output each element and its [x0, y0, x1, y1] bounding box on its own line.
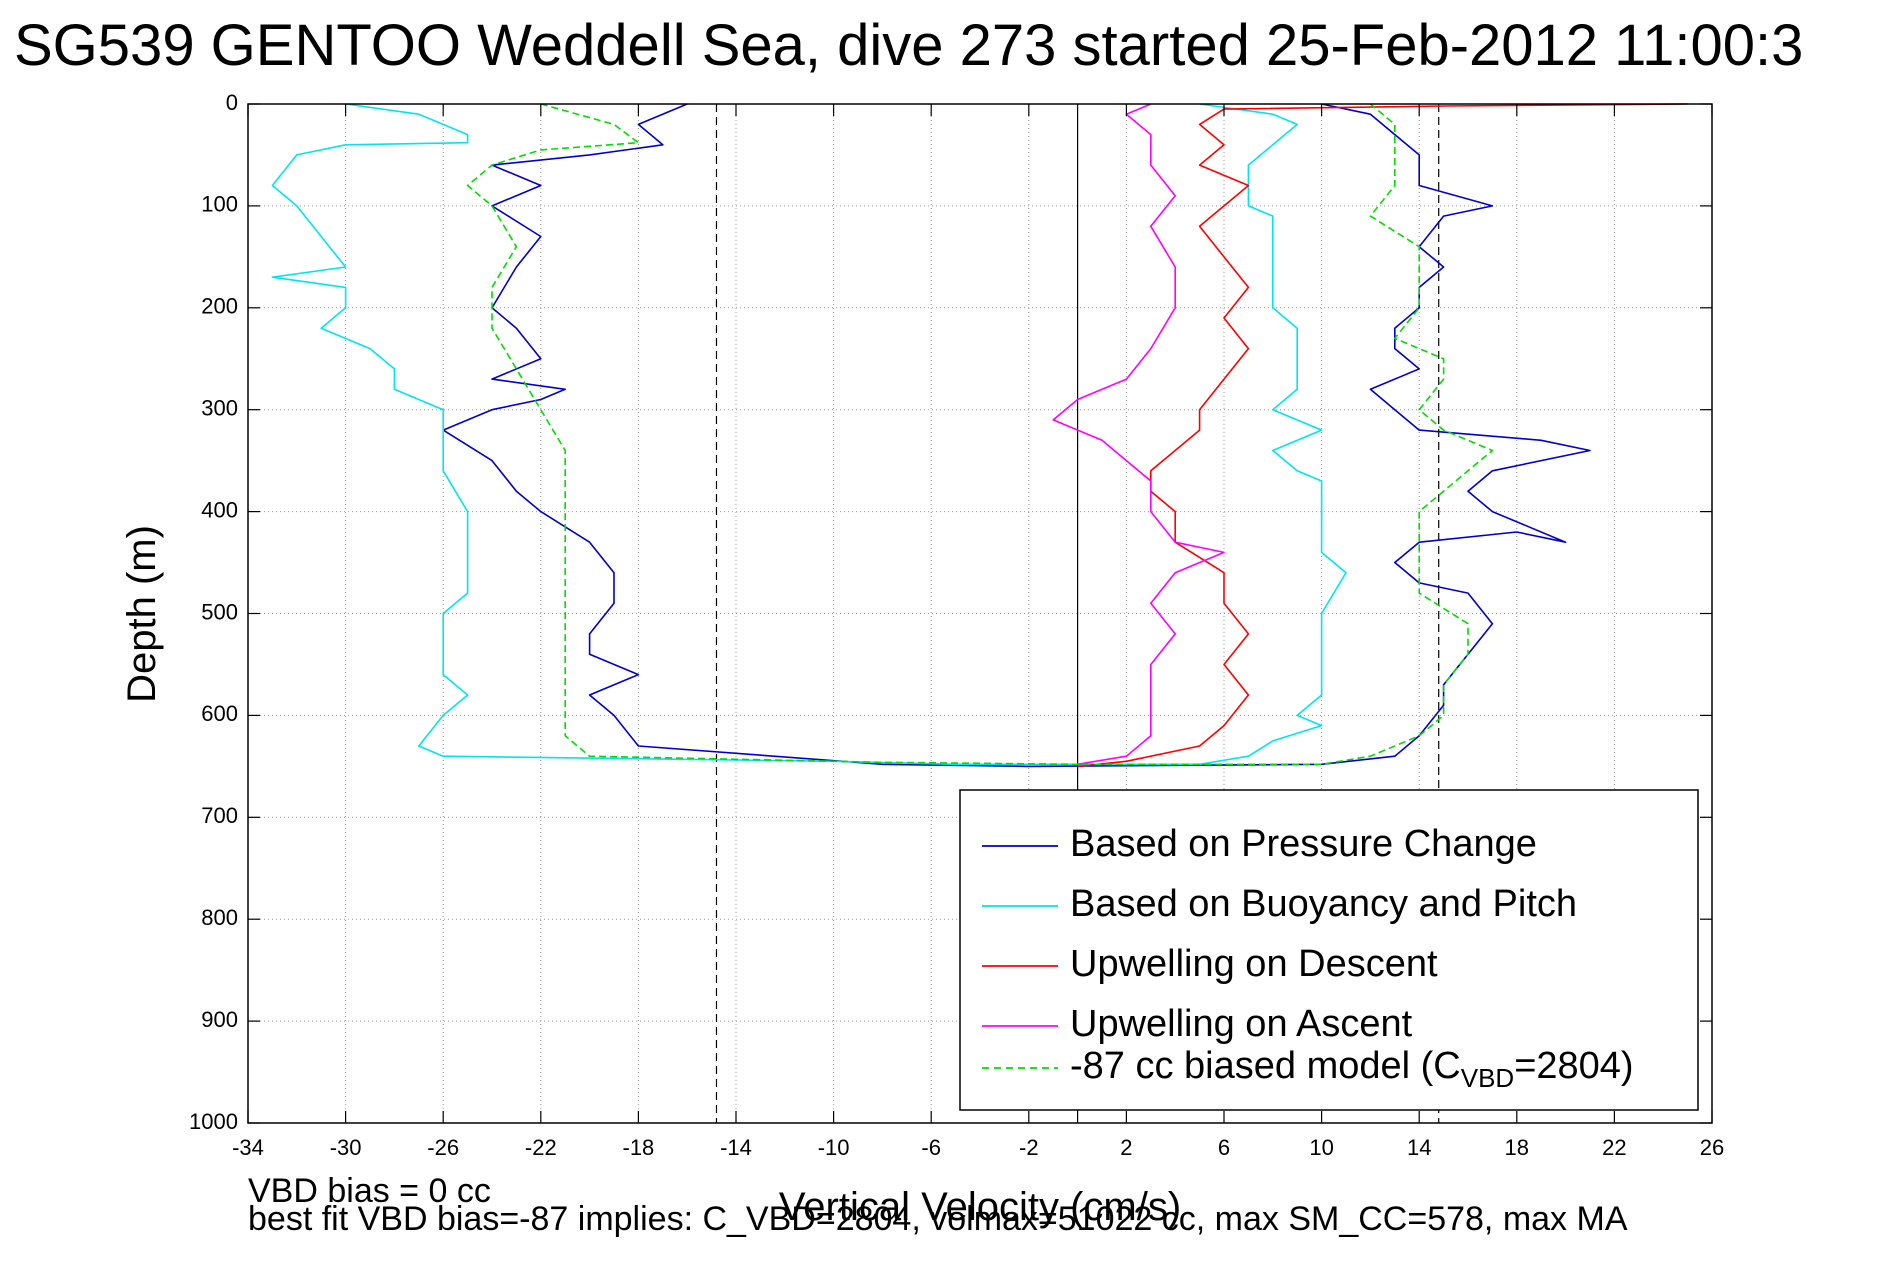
x-tick-label: -22	[525, 1135, 557, 1160]
x-tick-label: 6	[1218, 1135, 1230, 1160]
series-line-3	[1077, 103, 1688, 768]
x-tick-label: -6	[921, 1135, 941, 1160]
x-tick-label: -14	[720, 1135, 752, 1160]
footer-best-fit: best fit VBD bias=-87 implies: C_VBD=280…	[248, 1200, 1628, 1238]
series-line-1	[442, 103, 1591, 768]
x-tick-label: 26	[1700, 1135, 1724, 1160]
legend-box	[959, 789, 1699, 1111]
legend-label: Upwelling on Descent	[1070, 943, 1438, 985]
y-tick-label: 0	[226, 90, 238, 115]
x-axis-label: Vertical Velocity (cm/s)	[779, 1185, 1181, 1229]
chart-title: SG539 GENTOO Weddell Sea, dive 273 start…	[14, 13, 1804, 78]
y-tick-label: 700	[201, 803, 238, 828]
legend-label-model: -87 cc biased model (CVBD=2804)	[1070, 1045, 1634, 1093]
legend-model-prefix: -87 cc biased model (C	[1070, 1045, 1461, 1087]
x-tick-label: -18	[623, 1135, 655, 1160]
y-tick-label: 900	[201, 1007, 238, 1032]
y-tick-label: 200	[201, 294, 238, 319]
x-tick-label: -10	[818, 1135, 850, 1160]
y-tick-label: 400	[201, 497, 238, 522]
series-layer	[271, 103, 1688, 768]
x-tick-label: -2	[1019, 1135, 1039, 1160]
series-line-2	[271, 103, 1347, 766]
y-tick-label: 500	[201, 599, 238, 624]
footer-vbd-bias: VBD bias = 0 cc	[248, 1172, 491, 1210]
legend-label: Upwelling on Ascent	[1070, 1003, 1413, 1045]
y-axis-ticks: 0 100 200 300 400 500 600 700 800 900 1000	[189, 90, 1712, 1134]
y-tick-label: 600	[201, 701, 238, 726]
legend-label: Based on Pressure Change	[1070, 823, 1537, 865]
x-tick-label: 14	[1407, 1135, 1431, 1160]
legend: Based on Pressure Change Based on Buoyanc…	[959, 789, 1699, 1111]
x-axis-ticks: -34 -30 -26 -22 -18 -14 -10 -6 -2 2 6 10 14 18 22 26	[232, 104, 1724, 1160]
x-tick-label: -34	[232, 1135, 264, 1160]
legend-model-subscript: VBD	[1461, 1063, 1514, 1093]
x-tick-label: -26	[427, 1135, 459, 1160]
legend-model-suffix: =2804)	[1514, 1045, 1633, 1087]
y-axis-label: Depth (m)	[120, 525, 164, 703]
y-tick-label: 300	[201, 396, 238, 421]
series-line-4	[1052, 103, 1225, 766]
legend-items: Based on Pressure Change Based on Buoyanc…	[982, 823, 1577, 1045]
x-tick-label: 2	[1120, 1135, 1132, 1160]
series-line-5	[466, 103, 1494, 766]
x-tick-label: 22	[1602, 1135, 1626, 1160]
legend-label: Based on Buoyancy and Pitch	[1070, 883, 1577, 925]
y-tick-label: 800	[201, 905, 238, 930]
x-tick-label: 18	[1505, 1135, 1529, 1160]
y-tick-label: 100	[201, 192, 238, 217]
x-tick-label: 10	[1309, 1135, 1333, 1160]
y-tick-label: 1000	[189, 1109, 238, 1134]
x-tick-label: -30	[330, 1135, 362, 1160]
